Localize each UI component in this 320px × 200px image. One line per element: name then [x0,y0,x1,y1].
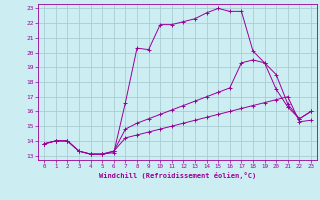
X-axis label: Windchill (Refroidissement éolien,°C): Windchill (Refroidissement éolien,°C) [99,172,256,179]
